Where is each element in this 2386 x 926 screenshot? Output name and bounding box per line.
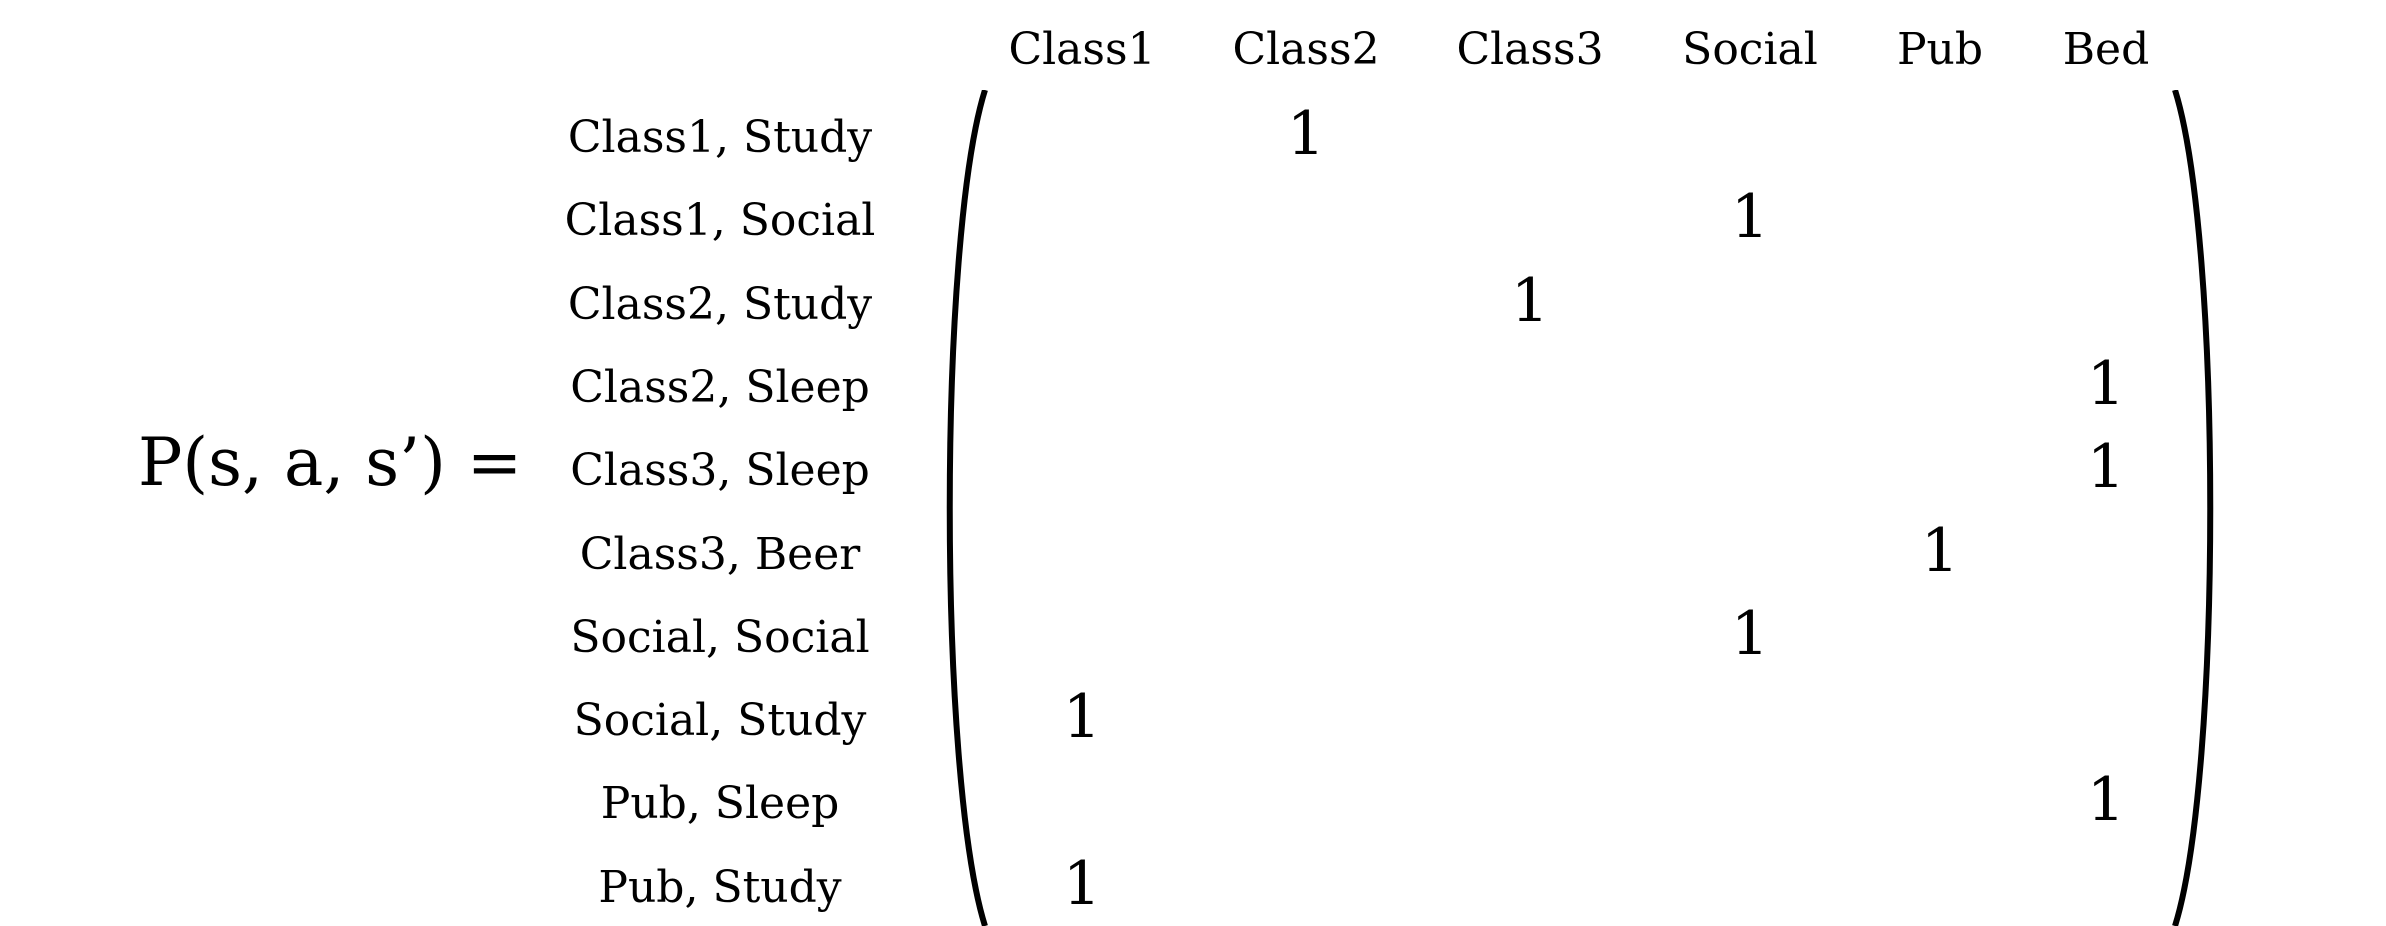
matrix-entry: 1 <box>1510 265 1550 336</box>
matrix-entry: 1 <box>1286 99 1326 169</box>
matrix-entry: 1 <box>1730 182 1770 253</box>
matrix-entry: 1 <box>2086 432 2126 503</box>
row-label: Class2, Study <box>567 278 873 330</box>
column-header-class1: Class1 <box>1008 24 1156 75</box>
row-label: Class2, Sleep <box>570 361 870 413</box>
matrix-entry: 1 <box>2086 765 2126 836</box>
row-label: Class3, Sleep <box>570 445 870 497</box>
equation-lhs: P(s, a, s’) = <box>138 424 523 501</box>
left-parenthesis <box>930 90 990 926</box>
column-header-social: Social <box>1682 24 1818 75</box>
row-label: Social, Social <box>570 611 870 663</box>
matrix-entry: 1 <box>1062 848 1102 919</box>
matrix-entry: 1 <box>1730 598 1770 669</box>
column-header-bed: Bed <box>2062 24 2150 75</box>
matrix-entry: 1 <box>1062 682 1102 753</box>
column-header-class2: Class2 <box>1232 24 1380 75</box>
right-parenthesis <box>2170 90 2230 926</box>
row-label: Class1, Study <box>567 112 873 163</box>
row-label: Social, Study <box>573 695 867 747</box>
matrix-entry: 1 <box>1920 515 1960 586</box>
row-label: Pub, Study <box>598 861 842 913</box>
column-header-pub: Pub <box>1896 24 1984 75</box>
row-label: Class1, Social <box>564 195 876 247</box>
column-header-class3: Class3 <box>1456 24 1604 75</box>
row-label: Pub, Sleep <box>600 778 840 830</box>
row-label: Class3, Beer <box>579 528 861 580</box>
matrix-entry: 1 <box>2086 348 2126 419</box>
